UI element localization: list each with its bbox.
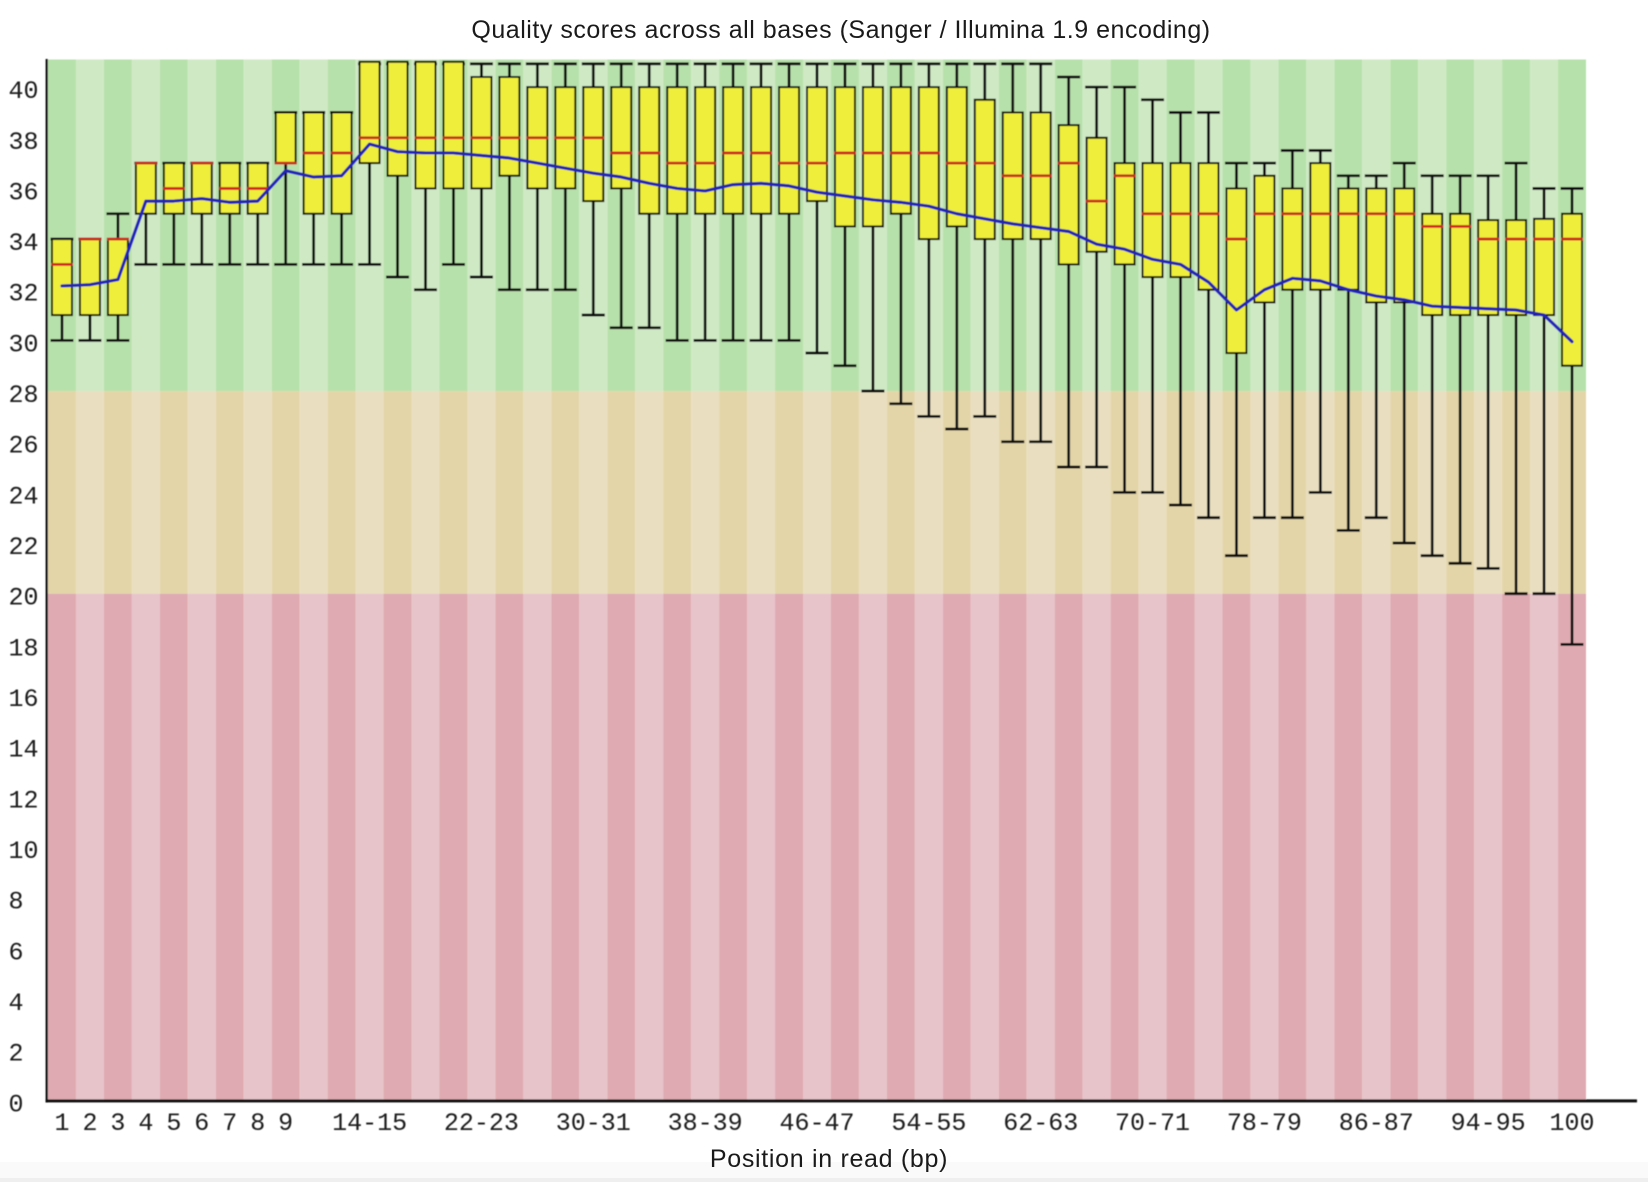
svg-text:20: 20 — [9, 584, 39, 613]
svg-text:4: 4 — [138, 1109, 153, 1138]
svg-text:32: 32 — [9, 280, 39, 309]
svg-text:14-15: 14-15 — [332, 1109, 407, 1138]
svg-text:94-95: 94-95 — [1451, 1109, 1526, 1138]
svg-text:9: 9 — [278, 1109, 293, 1138]
svg-text:100: 100 — [1550, 1109, 1595, 1138]
svg-text:5: 5 — [166, 1109, 181, 1138]
svg-text:28: 28 — [9, 381, 39, 410]
svg-text:1: 1 — [54, 1109, 69, 1138]
svg-text:14: 14 — [9, 736, 39, 765]
svg-text:70-71: 70-71 — [1115, 1109, 1190, 1138]
svg-text:7: 7 — [222, 1109, 237, 1138]
svg-text:38-39: 38-39 — [668, 1109, 743, 1138]
svg-text:54-55: 54-55 — [891, 1109, 966, 1138]
svg-text:22: 22 — [9, 533, 39, 562]
svg-text:22-23: 22-23 — [444, 1109, 519, 1138]
svg-text:78-79: 78-79 — [1227, 1109, 1302, 1138]
svg-text:18: 18 — [9, 634, 39, 663]
svg-text:30-31: 30-31 — [556, 1109, 631, 1138]
svg-text:4: 4 — [9, 989, 24, 1018]
svg-text:34: 34 — [9, 229, 39, 258]
svg-text:38: 38 — [9, 128, 39, 157]
svg-text:Quality scores across all base: Quality scores across all bases (Sanger … — [471, 16, 1210, 44]
svg-text:6: 6 — [9, 938, 24, 967]
svg-text:86-87: 86-87 — [1339, 1109, 1414, 1138]
svg-text:40: 40 — [9, 77, 39, 106]
svg-text:10: 10 — [9, 837, 39, 866]
svg-text:Position in read (bp): Position in read (bp) — [710, 1145, 948, 1173]
svg-text:26: 26 — [9, 432, 39, 461]
svg-text:46-47: 46-47 — [779, 1109, 854, 1138]
svg-text:8: 8 — [9, 888, 24, 917]
svg-text:12: 12 — [9, 786, 39, 815]
svg-text:30: 30 — [9, 330, 39, 359]
svg-text:2: 2 — [82, 1109, 97, 1138]
svg-text:3: 3 — [110, 1109, 125, 1138]
svg-text:16: 16 — [9, 685, 39, 714]
svg-text:6: 6 — [194, 1109, 209, 1138]
svg-text:62-63: 62-63 — [1003, 1109, 1078, 1138]
svg-text:8: 8 — [250, 1109, 265, 1138]
svg-text:0: 0 — [9, 1090, 24, 1119]
svg-text:2: 2 — [9, 1040, 24, 1069]
svg-text:36: 36 — [9, 178, 39, 207]
svg-text:24: 24 — [9, 482, 39, 511]
